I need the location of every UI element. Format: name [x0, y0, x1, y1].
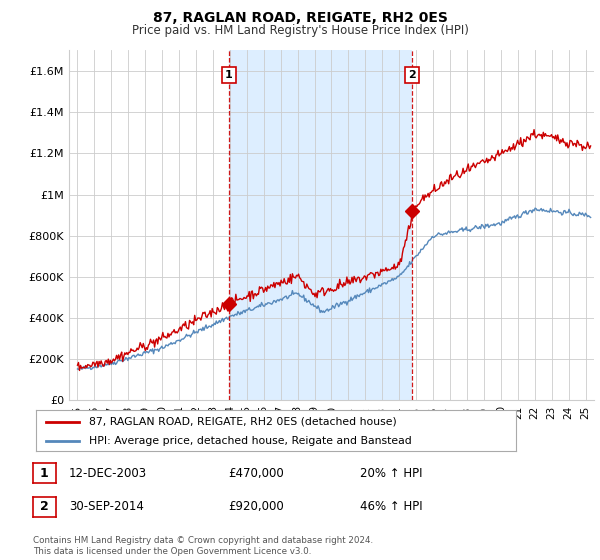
Text: £470,000: £470,000 [228, 466, 284, 480]
Text: 30-SEP-2014: 30-SEP-2014 [69, 500, 144, 514]
Text: 1: 1 [40, 466, 49, 480]
Text: 46% ↑ HPI: 46% ↑ HPI [360, 500, 422, 514]
Text: Contains HM Land Registry data © Crown copyright and database right 2024.
This d: Contains HM Land Registry data © Crown c… [33, 536, 373, 556]
Text: 2: 2 [408, 70, 416, 80]
Text: 87, RAGLAN ROAD, REIGATE, RH2 0ES: 87, RAGLAN ROAD, REIGATE, RH2 0ES [152, 11, 448, 25]
Text: 12-DEC-2003: 12-DEC-2003 [69, 466, 147, 480]
Text: 1: 1 [225, 70, 233, 80]
Bar [229, 50, 412, 400]
Text: 87, RAGLAN ROAD, REIGATE, RH2 0ES (detached house): 87, RAGLAN ROAD, REIGATE, RH2 0ES (detac… [89, 417, 397, 427]
Text: Price paid vs. HM Land Registry's House Price Index (HPI): Price paid vs. HM Land Registry's House … [131, 24, 469, 36]
Text: 2: 2 [40, 500, 49, 514]
Text: £920,000: £920,000 [228, 500, 284, 514]
Text: HPI: Average price, detached house, Reigate and Banstead: HPI: Average price, detached house, Reig… [89, 436, 412, 446]
Text: 20% ↑ HPI: 20% ↑ HPI [360, 466, 422, 480]
